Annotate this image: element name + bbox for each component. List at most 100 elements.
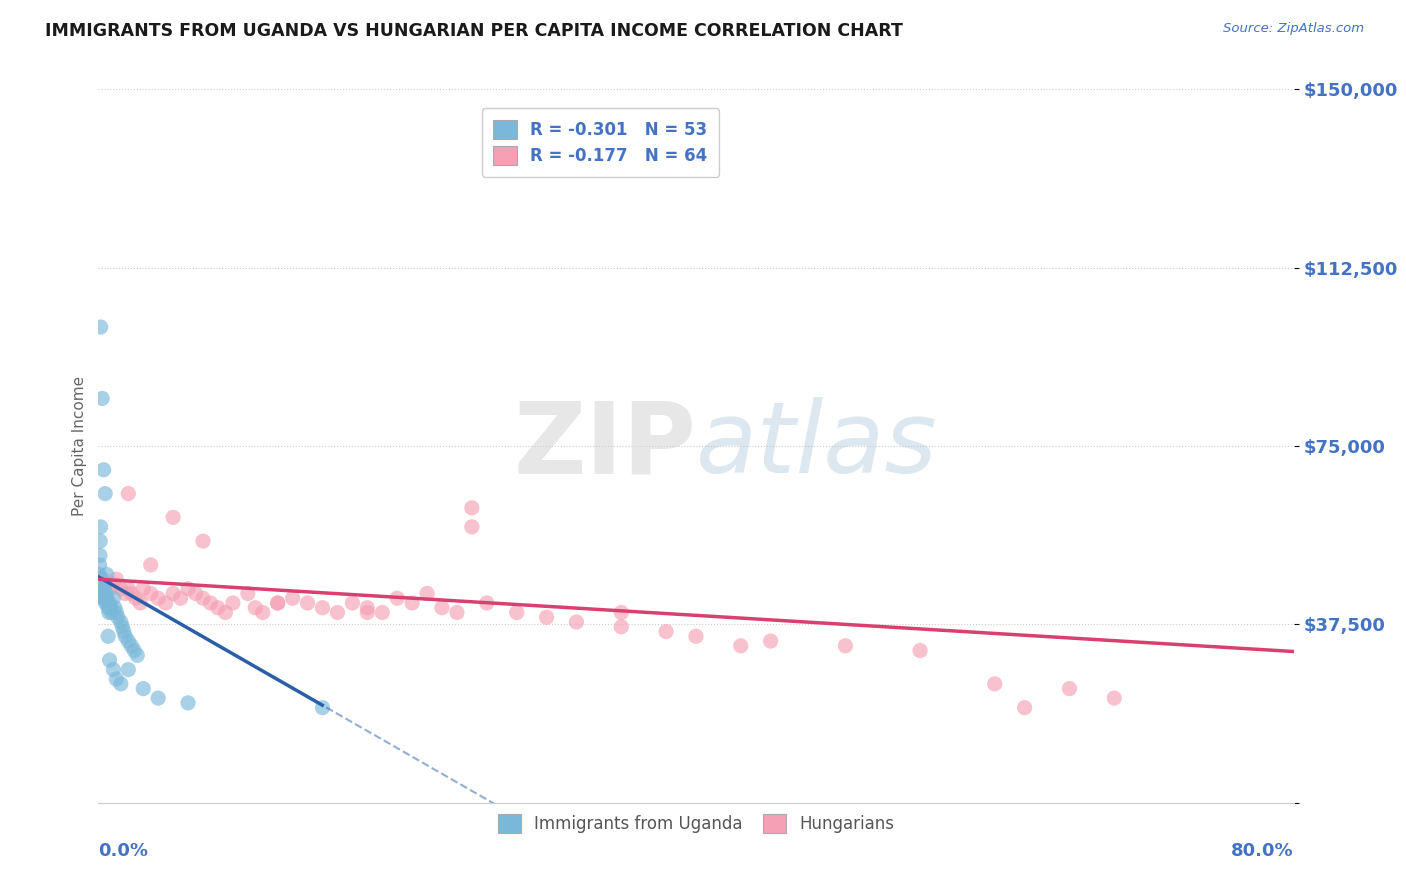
Point: [252, 606, 274, 620]
Point: [371, 606, 394, 620]
Point: [148, 591, 170, 606]
Point: [103, 577, 125, 591]
Point: [91, 572, 114, 586]
Point: [297, 596, 319, 610]
Point: [610, 606, 633, 620]
Point: [91, 586, 114, 600]
Point: [139, 558, 162, 572]
Point: [91, 392, 114, 406]
Point: [281, 591, 304, 606]
Point: [97, 606, 120, 620]
Point: [98, 653, 121, 667]
Point: [385, 591, 409, 606]
Point: [120, 639, 142, 653]
Point: [94, 591, 117, 606]
Point: [730, 639, 752, 653]
Point: [117, 663, 139, 677]
Point: [90, 586, 112, 600]
Point: [1059, 681, 1081, 696]
Point: [105, 606, 128, 620]
Point: [94, 486, 117, 500]
Point: [342, 596, 364, 610]
Point: [129, 596, 152, 610]
Point: [177, 696, 200, 710]
Point: [90, 577, 112, 591]
Text: Source: ZipAtlas.com: Source: ZipAtlas.com: [1223, 22, 1364, 36]
Point: [834, 639, 856, 653]
Point: [117, 634, 139, 648]
Point: [461, 500, 484, 515]
Point: [1014, 700, 1036, 714]
Point: [90, 572, 112, 586]
Point: [98, 596, 121, 610]
Point: [101, 606, 124, 620]
Point: [98, 582, 122, 596]
Point: [120, 586, 142, 600]
Point: [89, 549, 111, 563]
Point: [117, 486, 139, 500]
Point: [91, 582, 114, 596]
Point: [610, 620, 633, 634]
Point: [245, 600, 267, 615]
Point: [222, 596, 245, 610]
Point: [98, 600, 122, 615]
Point: [356, 600, 378, 615]
Point: [114, 586, 136, 600]
Point: [162, 586, 184, 600]
Point: [114, 629, 136, 643]
Point: [93, 591, 115, 606]
Point: [139, 586, 162, 600]
Point: [105, 572, 128, 586]
Text: 80.0%: 80.0%: [1230, 842, 1294, 860]
Text: atlas: atlas: [696, 398, 938, 494]
Point: [93, 577, 115, 591]
Point: [112, 624, 135, 639]
Point: [94, 586, 117, 600]
Point: [759, 634, 782, 648]
Point: [103, 663, 125, 677]
Point: [111, 620, 134, 634]
Point: [908, 643, 931, 657]
Point: [94, 596, 117, 610]
Point: [96, 567, 118, 582]
Point: [236, 586, 259, 600]
Point: [96, 591, 118, 606]
Point: [506, 606, 529, 620]
Y-axis label: Per Capita Income: Per Capita Income: [72, 376, 87, 516]
Point: [356, 606, 378, 620]
Point: [89, 558, 111, 572]
Point: [685, 629, 707, 643]
Point: [93, 586, 115, 600]
Point: [89, 567, 111, 582]
Text: IMMIGRANTS FROM UGANDA VS HUNGARIAN PER CAPITA INCOME CORRELATION CHART: IMMIGRANTS FROM UGANDA VS HUNGARIAN PER …: [45, 22, 903, 40]
Legend: Immigrants from Uganda, Hungarians: Immigrants from Uganda, Hungarians: [486, 802, 905, 845]
Point: [132, 681, 155, 696]
Point: [148, 691, 170, 706]
Point: [655, 624, 678, 639]
Point: [91, 577, 114, 591]
Text: ZIP: ZIP: [513, 398, 696, 494]
Point: [191, 591, 214, 606]
Point: [110, 582, 132, 596]
Point: [311, 600, 333, 615]
Text: 0.0%: 0.0%: [98, 842, 149, 860]
Point: [93, 582, 115, 596]
Point: [162, 510, 184, 524]
Point: [207, 600, 229, 615]
Point: [124, 643, 146, 657]
Point: [177, 582, 200, 596]
Point: [107, 610, 129, 624]
Point: [104, 600, 127, 615]
Point: [97, 600, 120, 615]
Point: [110, 615, 132, 629]
Point: [536, 610, 558, 624]
Point: [311, 700, 333, 714]
Point: [89, 534, 111, 549]
Point: [90, 320, 112, 334]
Point: [401, 596, 423, 610]
Point: [127, 648, 149, 663]
Point: [169, 591, 191, 606]
Point: [565, 615, 588, 629]
Point: [430, 600, 453, 615]
Point: [446, 606, 468, 620]
